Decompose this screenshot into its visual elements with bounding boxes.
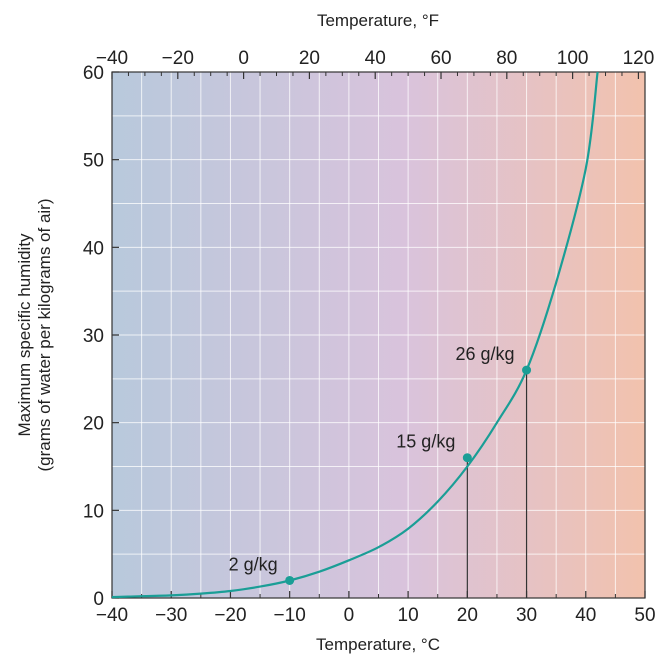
y-axis-title-line1: Maximum specific humidity bbox=[15, 233, 34, 437]
x2-tick-label: 0 bbox=[238, 48, 249, 69]
gridlines bbox=[112, 72, 645, 598]
data-point-label: 26 g/kg bbox=[456, 344, 515, 364]
data-point bbox=[462, 453, 472, 463]
y-tick-label: 20 bbox=[83, 414, 104, 435]
humidity-curve bbox=[111, 71, 599, 599]
drop-lines bbox=[466, 370, 528, 598]
y-tick-label: 30 bbox=[83, 326, 104, 347]
y-tick-label: 40 bbox=[83, 238, 104, 259]
x-tick-label: 40 bbox=[575, 605, 596, 626]
x2-axis-title: Temperature, °F bbox=[317, 11, 439, 30]
data-point-label: 15 g/kg bbox=[396, 432, 455, 452]
y-tick-label: 0 bbox=[93, 589, 104, 610]
y-tick-label: 50 bbox=[83, 151, 104, 172]
x-axis-title: Temperature, °C bbox=[316, 635, 440, 654]
x-axis-fahrenheit: −40 −20 0 20 40 60 80 100 120 bbox=[96, 48, 654, 79]
x-tick-label: −10 bbox=[274, 605, 306, 626]
data-point-label: 2 g/kg bbox=[229, 554, 278, 574]
highlighted-points: 2 g/kg 15 g/kg 26 g/kg bbox=[229, 344, 532, 585]
x-axis-celsius: −40 −30 −20 −10 0 10 20 30 40 50 bbox=[96, 591, 656, 626]
y-tick-label: 10 bbox=[83, 501, 104, 522]
x2-tick-label: 80 bbox=[496, 48, 517, 69]
x-tick-label: 50 bbox=[634, 605, 655, 626]
y-axis: 0 10 20 30 40 50 60 bbox=[83, 63, 119, 610]
data-point bbox=[522, 365, 532, 375]
x-tick-label: 10 bbox=[398, 605, 419, 626]
y-axis-title-line2: (grams of water per kilograms of air) bbox=[35, 198, 54, 471]
x2-tick-label: 40 bbox=[365, 48, 386, 69]
x2-tick-label: 60 bbox=[430, 48, 451, 69]
y-tick-label: 60 bbox=[83, 63, 104, 84]
x2-tick-label: 100 bbox=[557, 48, 589, 69]
x2-tick-label: −40 bbox=[96, 48, 128, 69]
x2-tick-label: −20 bbox=[162, 48, 194, 69]
data-point bbox=[285, 575, 295, 585]
x-tick-label: −20 bbox=[214, 605, 246, 626]
x-tick-label: 0 bbox=[344, 605, 355, 626]
x-tick-label: −30 bbox=[155, 605, 187, 626]
x2-tick-label: 120 bbox=[623, 48, 655, 69]
x2-tick-label: 20 bbox=[299, 48, 320, 69]
x-tick-label: −40 bbox=[96, 605, 128, 626]
x-tick-label: 20 bbox=[457, 605, 478, 626]
x-tick-label: 30 bbox=[516, 605, 537, 626]
